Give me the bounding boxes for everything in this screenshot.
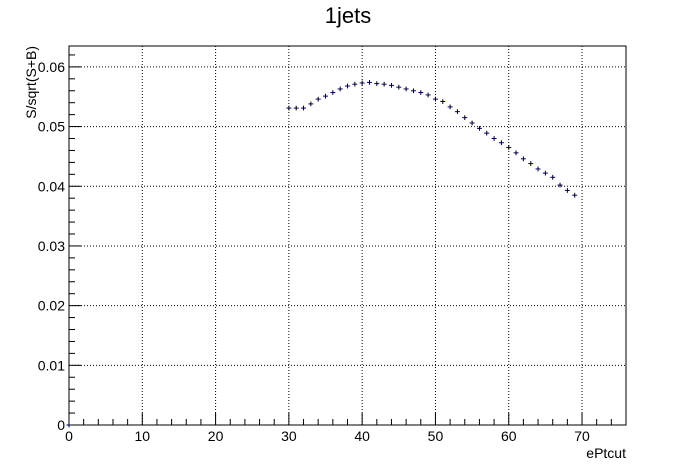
data-point bbox=[323, 93, 329, 99]
data-point bbox=[528, 161, 534, 166]
data-point bbox=[396, 84, 402, 90]
data-point bbox=[359, 80, 365, 86]
x-tick-label: 30 bbox=[281, 428, 297, 444]
x-tick-label: 10 bbox=[135, 428, 151, 444]
y-axis-label: S/sqrt(S+B) bbox=[23, 46, 39, 119]
data-point bbox=[345, 83, 350, 89]
y-tick-label: 0.02 bbox=[38, 298, 65, 314]
data-point bbox=[535, 166, 541, 172]
data-point bbox=[491, 136, 497, 141]
chart-title: 1jets bbox=[325, 3, 371, 28]
data-point bbox=[388, 83, 394, 88]
data-point bbox=[440, 99, 446, 104]
y-axis: 0 0.01 0.02 0.03 0.04 0.05 0.06 bbox=[38, 54, 81, 433]
x-axis-label: ePtcut bbox=[586, 445, 626, 461]
plot-frame bbox=[68, 45, 627, 426]
data-point bbox=[447, 104, 453, 110]
data-point bbox=[374, 81, 380, 86]
grid bbox=[69, 46, 626, 425]
data-point bbox=[366, 80, 372, 85]
y-tick-label: 0.06 bbox=[38, 59, 65, 75]
data-point bbox=[425, 92, 431, 98]
data-point bbox=[381, 81, 387, 87]
data-points bbox=[66, 80, 578, 428]
data-point bbox=[572, 192, 578, 198]
data-point bbox=[432, 96, 438, 102]
data-point bbox=[403, 86, 409, 92]
data-point bbox=[476, 125, 482, 131]
y-tick-label: 0.05 bbox=[38, 119, 65, 135]
data-point bbox=[469, 120, 475, 126]
data-point bbox=[506, 145, 512, 150]
data-point bbox=[513, 150, 519, 156]
data-point bbox=[410, 88, 416, 94]
data-point bbox=[315, 96, 321, 102]
data-point bbox=[308, 101, 314, 107]
data-point bbox=[293, 105, 299, 111]
data-point bbox=[462, 115, 468, 121]
x-tick-label: 60 bbox=[501, 428, 517, 444]
x-tick-label: 70 bbox=[574, 428, 590, 444]
x-tick-label: 40 bbox=[354, 428, 370, 444]
x-tick-label: 0 bbox=[65, 428, 73, 444]
y-tick-label: 0.01 bbox=[38, 357, 65, 373]
x-tick-label: 20 bbox=[208, 428, 224, 444]
data-point bbox=[352, 81, 358, 87]
x-tick-label: 50 bbox=[428, 428, 444, 444]
y-tick-label: 0.04 bbox=[38, 178, 65, 194]
data-point bbox=[454, 109, 460, 115]
data-point bbox=[484, 130, 490, 136]
data-point bbox=[498, 140, 504, 146]
data-point bbox=[520, 156, 526, 162]
data-point bbox=[286, 105, 292, 111]
data-point bbox=[550, 174, 556, 180]
data-point bbox=[418, 90, 424, 95]
y-tick-label: 0.03 bbox=[38, 238, 65, 254]
data-point bbox=[301, 105, 307, 111]
data-point bbox=[564, 188, 570, 193]
data-point bbox=[330, 90, 336, 95]
y-tick-label: 0 bbox=[57, 417, 65, 433]
data-point bbox=[66, 422, 72, 428]
data-point bbox=[557, 182, 563, 188]
data-point bbox=[337, 86, 343, 92]
data-point bbox=[542, 170, 548, 176]
x-axis: 0 10 20 30 40 50 60 70 bbox=[65, 413, 627, 444]
